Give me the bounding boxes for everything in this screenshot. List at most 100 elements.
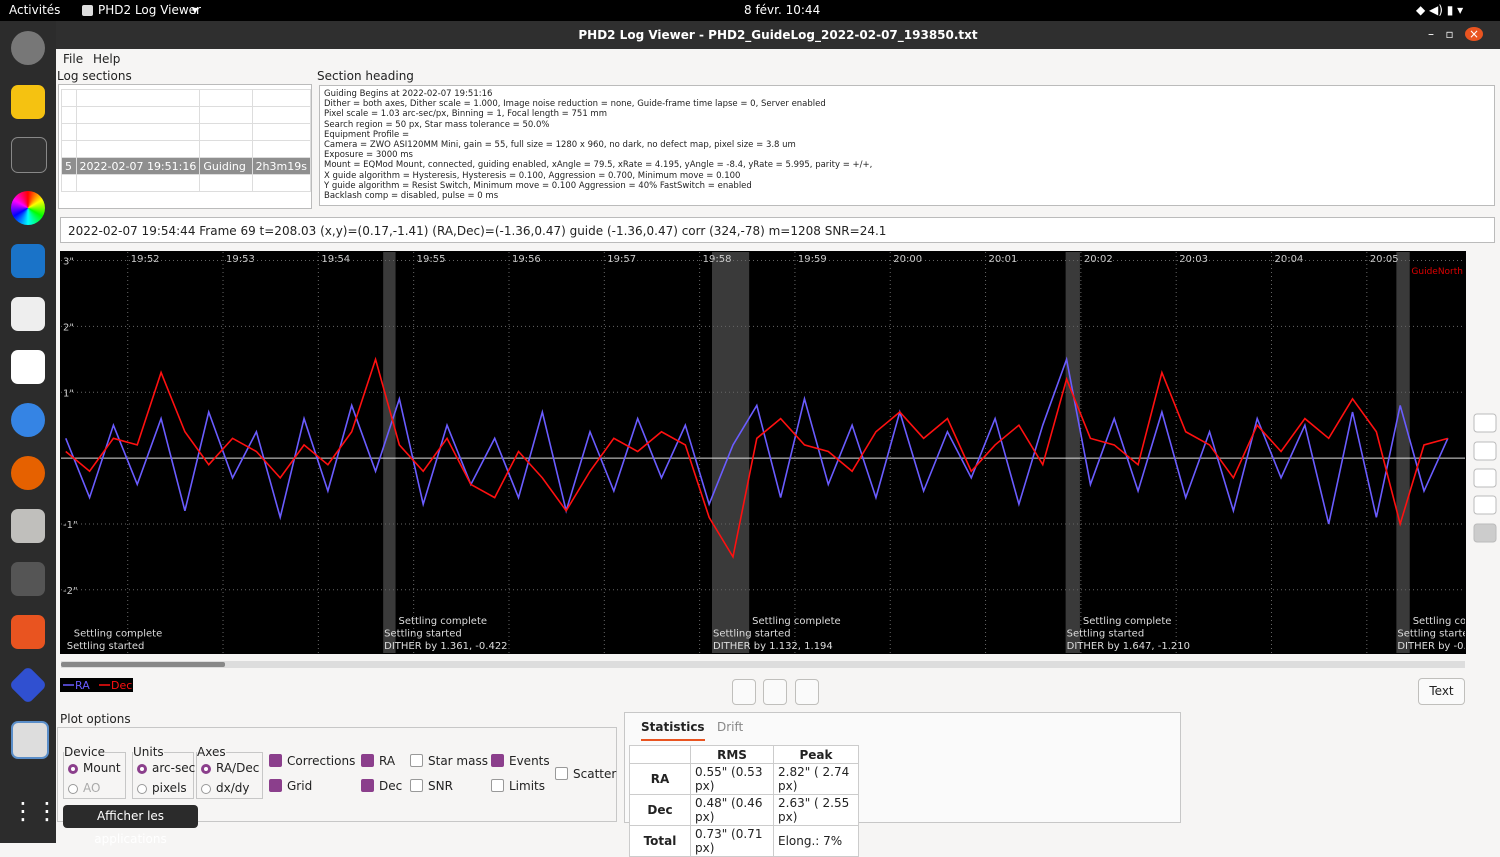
header-cell: Peak — [773, 745, 859, 764]
checkbox[interactable]: Events — [491, 754, 550, 768]
menu-item[interactable]: File — [63, 52, 84, 66]
event-label: DITHER by 1.647, -1.210 — [1067, 641, 1190, 652]
side-button[interactable] — [1473, 523, 1497, 543]
checkbox[interactable]: Star mass — [410, 754, 488, 768]
selected-row[interactable]: 5 2022-02-07 19:51:16 Guiding 2h3m19s — [61, 157, 312, 175]
x-tick-label: 20:02 — [1084, 254, 1113, 265]
checkbox[interactable]: Scatter — [555, 767, 616, 781]
cell: 2022-02-07 19:51:16 — [75, 157, 201, 175]
radio[interactable]: Mount — [68, 761, 121, 775]
x-tick-label: 20:04 — [1275, 254, 1304, 265]
heading-line: Guiding Begins at 2022-02-07 19:51:16 — [324, 89, 493, 99]
activities[interactable]: Activités — [9, 3, 61, 17]
dock-icon[interactable] — [11, 31, 45, 65]
dock-icon[interactable] — [11, 509, 45, 543]
checkbox[interactable]: SNR — [410, 779, 453, 793]
section-heading: Guiding Begins at 2022-02-07 19:51:16 Dit… — [319, 85, 1495, 206]
row[interactable] — [61, 123, 312, 141]
radio[interactable]: pixels — [137, 781, 187, 795]
radio[interactable]: dx/dy — [201, 781, 249, 795]
dock-icon[interactable] — [11, 244, 45, 278]
x-tick-label: 19:54 — [321, 254, 350, 265]
side-button[interactable] — [1473, 441, 1497, 461]
zoom-button[interactable] — [795, 679, 819, 705]
menu-bar: File Help — [56, 49, 1500, 69]
window-controls[interactable]: – ▫ × — [1428, 27, 1484, 41]
check-box — [269, 754, 282, 767]
row[interactable] — [61, 89, 312, 107]
heading-line: Backlash comp = disabled, pulse = 0 ms — [324, 191, 499, 202]
radio[interactable]: RA/Dec — [201, 761, 259, 775]
event-label: Settling started — [1067, 629, 1145, 640]
radio[interactable]: arc-sec — [137, 761, 195, 775]
check-label: Dec — [379, 779, 403, 793]
event-label: Settling started — [384, 629, 462, 640]
series-line — [65, 356, 1449, 525]
side-button[interactable] — [1473, 468, 1497, 488]
check-box — [410, 779, 423, 792]
side-button[interactable] — [1473, 413, 1497, 433]
text-button[interactable]: Text — [1418, 678, 1465, 705]
zoom-button[interactable] — [732, 679, 756, 705]
dock: ⋮⋮ — [0, 21, 59, 843]
dock-icon[interactable] — [11, 721, 49, 759]
scrollbar[interactable] — [61, 661, 1465, 668]
stats-row: Total 0.73" (0.71 px) Elong.: 7% — [629, 825, 859, 857]
dock-icon[interactable] — [11, 615, 45, 649]
group-label: Units — [133, 745, 164, 759]
dock-icon[interactable] — [11, 403, 45, 437]
dock-icon[interactable] — [11, 85, 45, 119]
row-label: Dec — [629, 794, 691, 826]
stats-cell: 2.82" ( 2.74 px) — [773, 763, 859, 795]
scrollbar-thumb[interactable] — [61, 662, 225, 667]
tray[interactable]: ◆ ◀) ▮ ▾ — [1416, 3, 1464, 17]
graph-background — [60, 251, 1466, 654]
dock-icon[interactable] — [11, 456, 45, 490]
group-label: Axes — [197, 745, 226, 759]
check-label: Star mass — [428, 754, 488, 768]
app-menu[interactable]: PHD2 Log Viewer — [98, 3, 201, 17]
x-tick-label: 20:00 — [893, 254, 922, 265]
row-label: Total — [629, 825, 691, 857]
log-table: 5 2022-02-07 19:51:16 Guiding 2h3m19s — [61, 89, 312, 192]
x-tick-label: 19:55 — [417, 254, 446, 265]
dock-icon[interactable] — [11, 297, 45, 331]
dock-icon[interactable] — [11, 137, 47, 173]
heading-line: Pixel scale = 1.03 arc-sec/px, Binning =… — [324, 109, 607, 120]
tab[interactable]: Statistics — [641, 720, 705, 741]
dock-icon[interactable] — [11, 191, 45, 225]
stats-cell: Elong.: 7% — [773, 825, 859, 857]
checkbox[interactable]: RA — [361, 754, 395, 768]
event-label: DITHER by 1.132, 1.194 — [713, 641, 833, 652]
checkbox[interactable]: Corrections — [269, 754, 355, 768]
dock-icon[interactable] — [11, 562, 45, 596]
checkbox[interactable]: Limits — [491, 779, 545, 793]
y-tick-label: 1" — [63, 388, 74, 399]
radio-label: dx/dy — [216, 781, 250, 795]
check-box — [555, 767, 568, 780]
event-label: Settling complete — [74, 629, 162, 640]
radio-label: RA/Dec — [216, 761, 260, 775]
event-label: Settling complete — [752, 616, 840, 627]
x-tick-label: 20:01 — [989, 254, 1018, 265]
radio[interactable]: AO — [68, 781, 100, 795]
series-line — [65, 356, 1449, 560]
clock[interactable]: 8 févr. 10:44 — [744, 3, 821, 17]
checkbox[interactable]: Grid — [269, 779, 312, 793]
side-button[interactable] — [1473, 495, 1497, 515]
tab[interactable]: Drift — [717, 720, 744, 734]
check-box — [491, 779, 504, 792]
dock-icon[interactable] — [11, 350, 45, 384]
plot-options-label: Plot options — [60, 712, 131, 726]
checkbox[interactable]: Dec — [361, 779, 402, 793]
legend — [60, 678, 133, 692]
dither-band — [1065, 252, 1080, 653]
row[interactable] — [61, 174, 312, 192]
check-label: Events — [509, 754, 550, 768]
legend-label: RA — [75, 679, 90, 692]
zoom-button[interactable] — [763, 679, 787, 705]
heading-line: Camera = ZWO ASI120MM Mini, gain = 55, f… — [324, 140, 796, 151]
header-row: RMS Peak — [629, 745, 859, 764]
menu-item[interactable]: Help — [93, 52, 121, 66]
